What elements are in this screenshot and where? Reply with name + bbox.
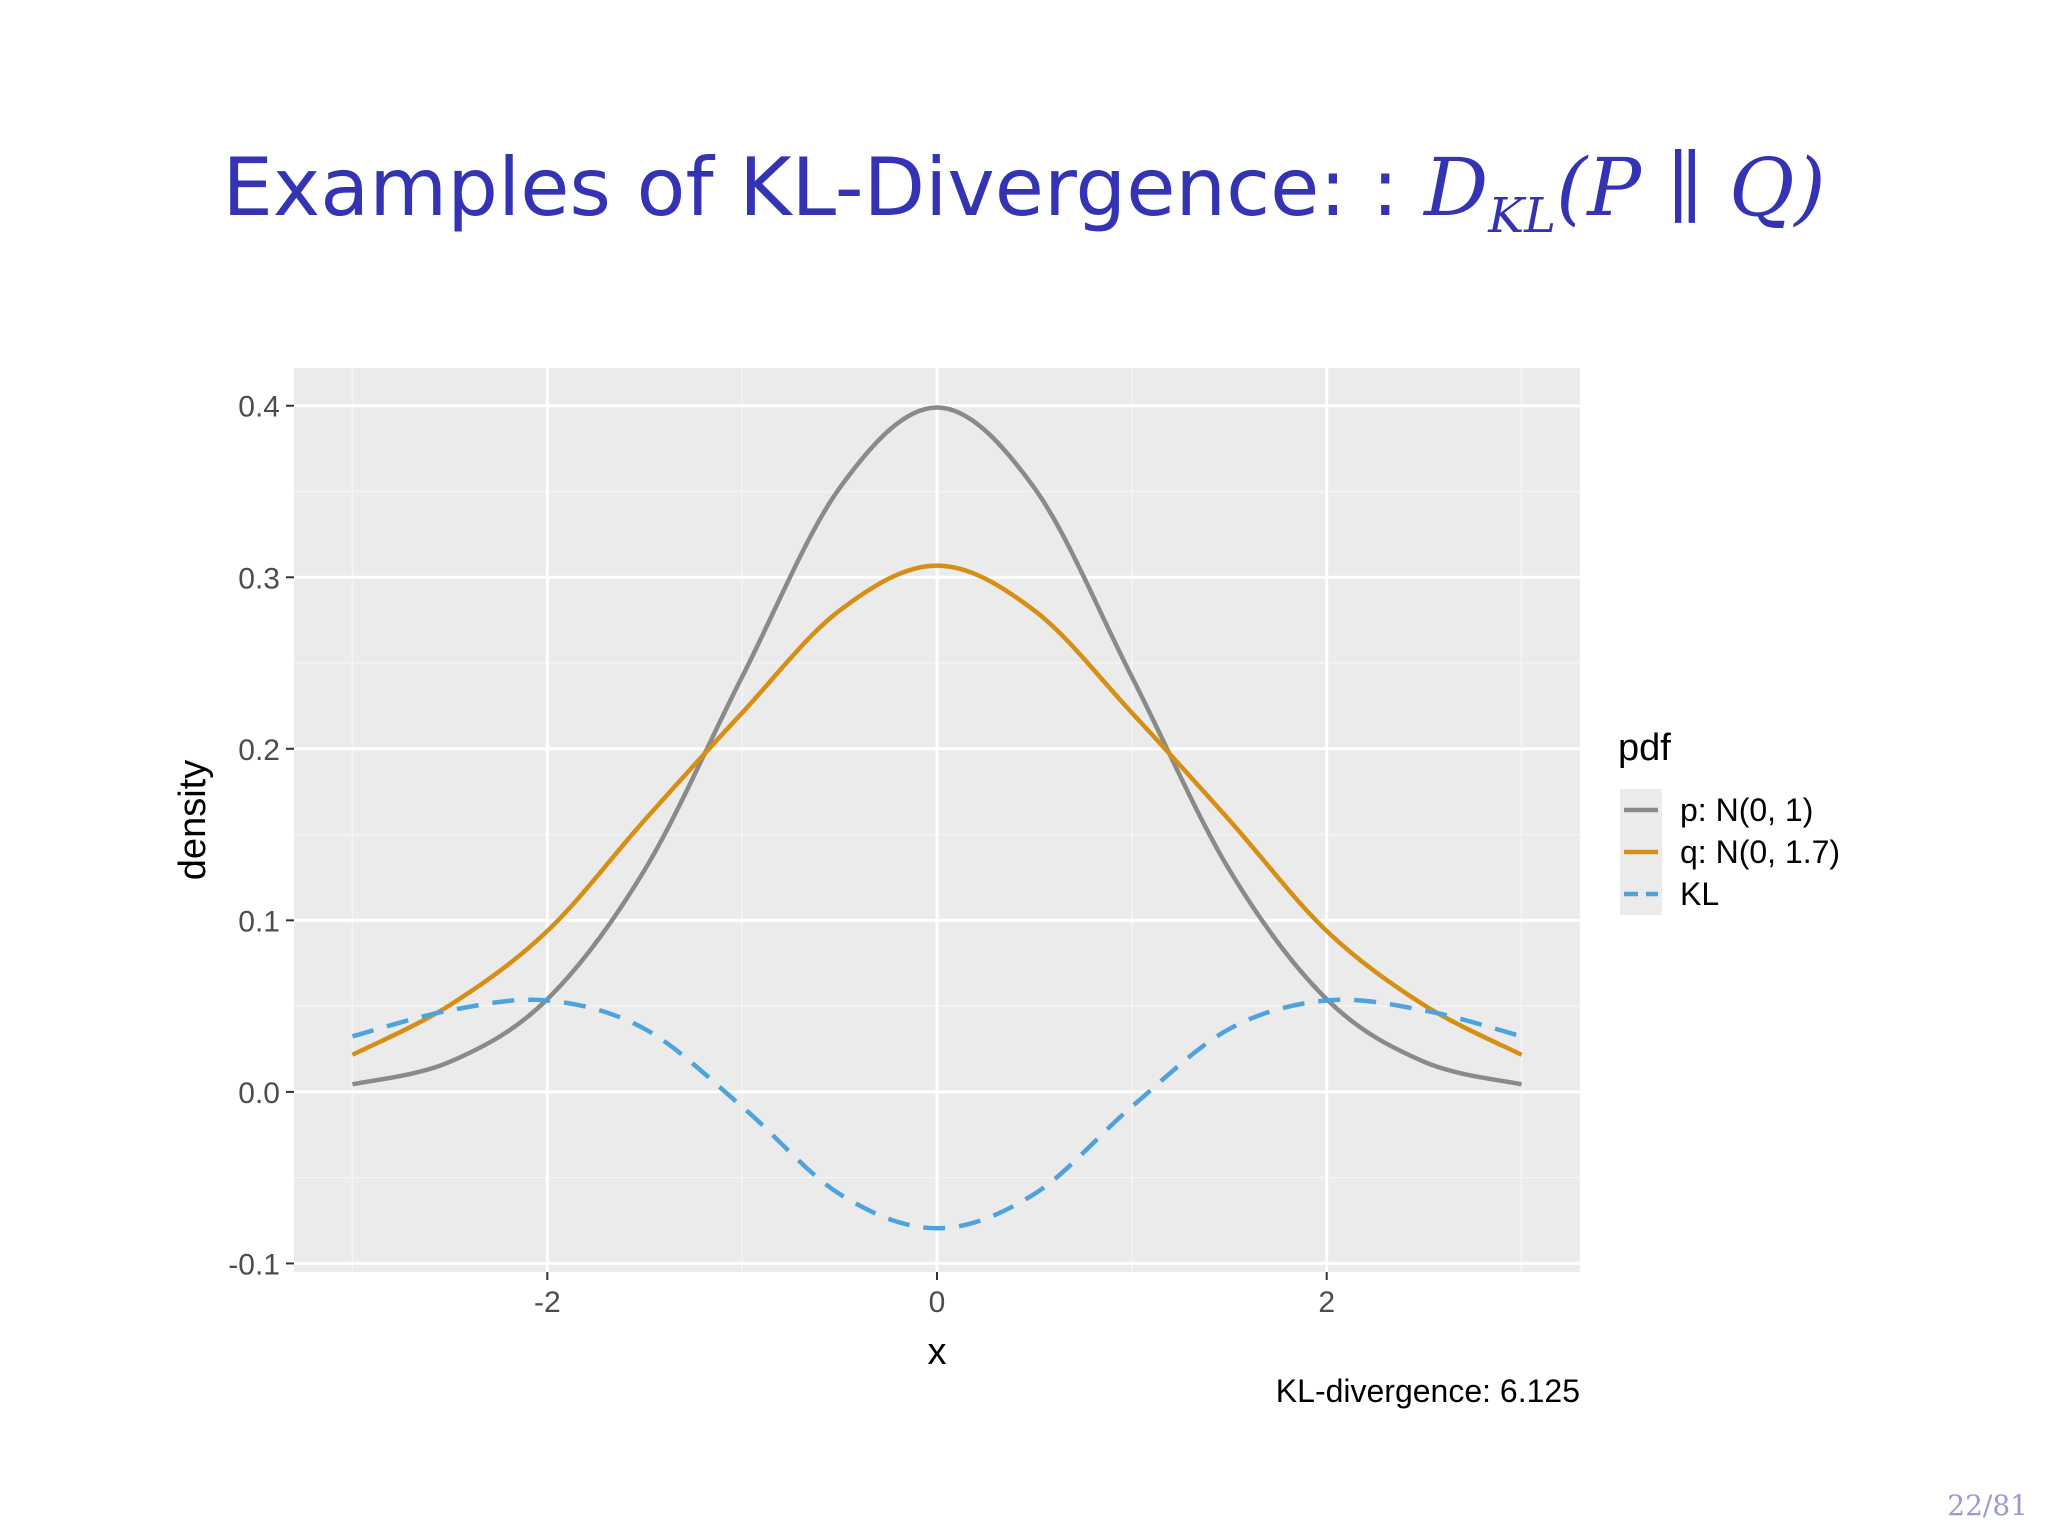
- series-line-2: [351, 997, 1523, 1231]
- slide-title-math-args: (P ∥ Q): [1555, 141, 1826, 234]
- x-tick-label: 2: [1318, 1286, 1335, 1319]
- series-line-1: [351, 563, 1523, 1057]
- legend-entry-label: KL: [1680, 876, 1719, 912]
- grid-lines: [294, 368, 1580, 1272]
- page-number: 22/81: [1947, 1489, 2028, 1522]
- slide-title-math-subscript: KL: [1488, 187, 1556, 244]
- series-lines: [351, 405, 1523, 1231]
- slide-title: Examples of KL-Divergence: : DKL(P ∥ Q): [0, 128, 2048, 276]
- y-tick-label: 0.2: [238, 734, 280, 767]
- legend-title: pdf: [1618, 727, 1671, 769]
- y-tick-label: 0.4: [238, 391, 280, 424]
- slide-title-math-d: D: [1424, 141, 1489, 234]
- slide-title-text: Examples of KL-Divergence: :: [222, 141, 1425, 234]
- axes: -0.1 0.0 0.1 0.2 0.3 0.4 -2 0 2: [228, 391, 1335, 1319]
- kl-divergence-annotation: KL-divergence: 6.125: [1276, 1373, 1580, 1409]
- y-tick-label: 0.1: [238, 905, 280, 938]
- series-line-0: [351, 405, 1523, 1087]
- legend-entry-label: p: N(0, 1): [1680, 792, 1813, 828]
- y-tick-label: -0.1: [228, 1248, 280, 1281]
- y-axis-title: density: [172, 760, 214, 880]
- legend: pdf p: N(0, 1) q: N(0, 1.7) KL: [1618, 727, 1840, 915]
- x-tick-label: -2: [534, 1286, 561, 1319]
- legend-entry-label: q: N(0, 1.7): [1680, 834, 1840, 870]
- x-tick-label: 0: [929, 1286, 946, 1319]
- y-tick-label: 0.3: [238, 562, 280, 595]
- x-axis-title: x: [928, 1331, 947, 1373]
- y-tick-label: 0.0: [238, 1077, 280, 1110]
